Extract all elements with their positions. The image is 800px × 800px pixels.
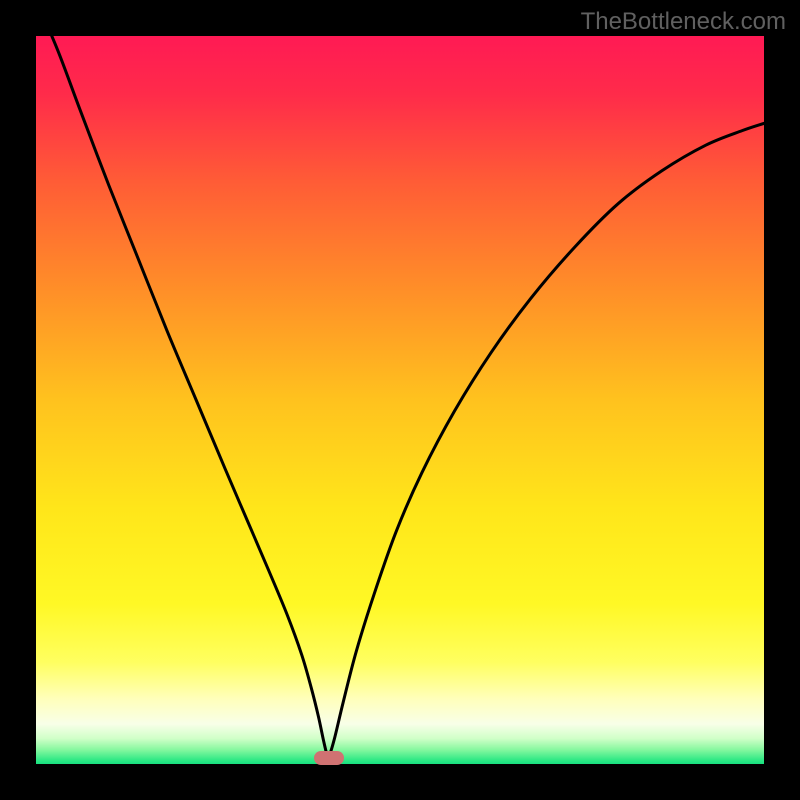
optimal-marker: [314, 751, 344, 765]
bottleneck-curve: [36, 36, 764, 764]
plot-area: [36, 36, 764, 764]
watermark-text: TheBottleneck.com: [581, 8, 786, 36]
chart-container: TheBottleneck.com: [0, 0, 800, 800]
